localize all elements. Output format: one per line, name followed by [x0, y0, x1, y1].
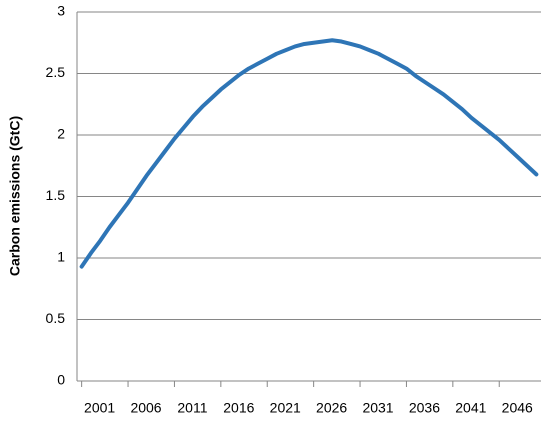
x-tick-label: 2031 [362, 400, 393, 416]
x-tick-label: 2026 [316, 400, 347, 416]
x-tick-label: 2041 [455, 400, 486, 416]
data-line [79, 38, 539, 269]
y-tick-label: 1.5 [46, 187, 66, 203]
y-tick-label: 2.5 [46, 64, 66, 80]
y-tick-label: 0.5 [46, 310, 66, 326]
x-tick-label: 2036 [409, 400, 440, 416]
x-tick-label: 2016 [223, 400, 254, 416]
x-tick-label: 2001 [84, 400, 115, 416]
y-axis-label: Carbon emissions (GtC) [7, 116, 23, 276]
x-tick-label: 2011 [177, 400, 207, 416]
x-tick-label: 2046 [502, 400, 533, 416]
x-tick-label: 2006 [130, 400, 161, 416]
y-tick-label: 0 [57, 372, 65, 388]
x-tick-label: 2021 [270, 400, 301, 416]
y-tick-label: 3 [57, 3, 65, 19]
y-tick-label: 1 [57, 249, 65, 265]
y-tick-label: 2 [57, 126, 65, 142]
